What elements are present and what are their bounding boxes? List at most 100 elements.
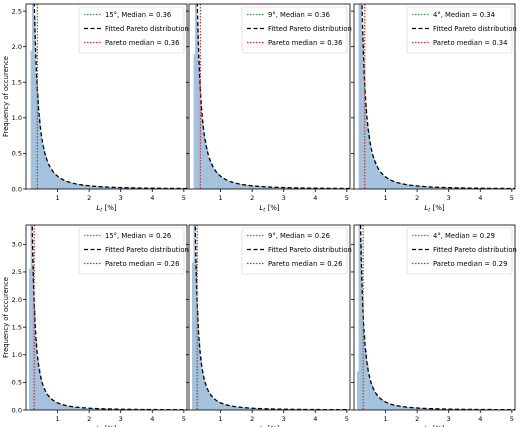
hist-bar — [368, 375, 370, 410]
hist-bar — [207, 157, 210, 189]
hist-bar — [60, 404, 63, 410]
hist-bar — [228, 181, 231, 189]
hist-bar — [217, 401, 220, 410]
x-axis: 1 2 3 4 5 — [55, 189, 186, 202]
hist-bar — [54, 401, 57, 410]
hist-bar — [386, 178, 389, 189]
fitted-pareto-line — [194, 225, 350, 410]
hist-bar — [212, 398, 215, 410]
hist-bar — [413, 185, 416, 189]
hist-bar — [214, 170, 216, 189]
legend: 9°, Median = 0.36 Fitted Pareto distribut… — [241, 6, 352, 54]
subplot-r0-c0: 1 2 3 4 5 Lt [%] 0.0 0.5 1.0 1.5 2.0 2.5 Frequency o… — [2, 3, 189, 214]
hist-bar — [223, 404, 226, 410]
x-axis: 1 2 3 4 5 — [383, 410, 514, 423]
plot-area — [29, 225, 187, 410]
x-axis-label: Lt [%] — [424, 204, 444, 214]
hist-bar — [401, 183, 404, 189]
subplot-r1-c1: 1 2 3 4 5 Lt [%] 9°, Median = 0.26 Fitted Paret… — [186, 224, 352, 427]
legend-label: Fitted Pareto distribution — [268, 246, 352, 254]
x-tick-label: 5 — [182, 194, 186, 202]
hist-bar — [391, 180, 394, 189]
subplot-r1-c0: 1 2 3 4 5 Lt [%] 0.0 0.5 1.0 1.5 2.0 2.5 3.0 Frequenc… — [2, 224, 189, 427]
y-axis-label: Frequency of occurence — [2, 277, 10, 358]
hist-bar — [29, 268, 31, 410]
hist-bar — [47, 395, 50, 410]
x-tick-label: 3 — [119, 194, 123, 202]
y-tick-label: 0.5 — [12, 150, 22, 158]
hist-bar — [214, 399, 216, 410]
y-axis — [351, 243, 354, 411]
legend-label: Pareto median = 0.26 — [105, 260, 179, 268]
hist-bar — [218, 176, 221, 189]
hist-bar — [236, 406, 239, 410]
hist-bar — [407, 184, 410, 189]
x-axis-label: Lt [%] — [96, 425, 116, 427]
hist-bar — [65, 181, 68, 189]
hist-bar — [203, 134, 205, 189]
axes-frame — [353, 3, 516, 190]
hist-bar — [46, 394, 49, 410]
hist-bar — [375, 393, 378, 410]
y-axis-label: Frequency of occurence — [2, 56, 10, 137]
x-tick-label: 5 — [510, 194, 514, 202]
legend-label: Pareto median = 0.34 — [433, 39, 507, 47]
hist-bar — [206, 387, 209, 410]
legend-label: Pareto median = 0.26 — [268, 260, 342, 268]
hist-bar — [357, 371, 359, 410]
hist-bar — [209, 160, 212, 189]
x-tick-label: 4 — [478, 415, 482, 423]
y-tick-label: 2.5 — [12, 268, 22, 276]
x-tick-label: 3 — [119, 415, 123, 423]
hist-bar — [372, 388, 375, 410]
hist-bar — [393, 181, 396, 189]
x-tick-label: 4 — [150, 415, 154, 423]
hist-bar — [217, 173, 220, 189]
y-tick-label: 0.0 — [12, 185, 22, 193]
y-axis — [351, 10, 354, 190]
x-axis: 1 2 3 4 5 — [383, 189, 514, 202]
hist-bar — [201, 121, 204, 189]
hist-bar — [198, 60, 201, 189]
y-tick-label: 1.0 — [12, 114, 22, 122]
x-tick-label: 4 — [313, 194, 317, 202]
hist-bar — [372, 157, 375, 189]
x-tick-label: 1 — [55, 194, 59, 202]
hist-bar — [38, 367, 41, 410]
hist-bar — [74, 183, 77, 189]
hist-bar — [386, 402, 389, 410]
hist-bar — [44, 392, 47, 410]
hist-bar — [192, 262, 194, 410]
hist-bar — [374, 392, 377, 410]
hist-bar — [253, 185, 256, 189]
y-tick-label: 3.0 — [12, 241, 22, 249]
axes-frame — [188, 224, 351, 411]
hist-bar — [70, 182, 72, 189]
hist-bar — [204, 383, 207, 410]
x-tick-label: 2 — [415, 415, 419, 423]
hist-bar — [215, 400, 218, 410]
legend-label: 4°, Median = 0.29 — [433, 232, 495, 240]
hist-bar — [68, 182, 71, 189]
hist-bar — [229, 405, 232, 410]
hist-bar — [221, 403, 224, 410]
hist-bar — [201, 370, 204, 410]
hist-bar — [358, 225, 361, 410]
hist-bar — [377, 397, 380, 410]
hist-bar — [32, 268, 35, 410]
hist-bar — [57, 403, 60, 410]
y-axis — [186, 10, 189, 190]
legend-box — [241, 227, 348, 275]
hist-bar — [380, 398, 383, 410]
hist-bar — [41, 143, 44, 189]
hist-bar — [203, 378, 205, 410]
x-tick-label: 1 — [383, 194, 387, 202]
hist-bar — [76, 184, 79, 189]
hist-bar — [242, 184, 245, 189]
hist-bar — [41, 385, 44, 410]
axes-frame — [353, 224, 516, 411]
hist-bar — [58, 403, 61, 410]
hist-bar — [220, 403, 223, 410]
hist-bar — [375, 165, 378, 189]
hist-bar — [407, 407, 410, 410]
